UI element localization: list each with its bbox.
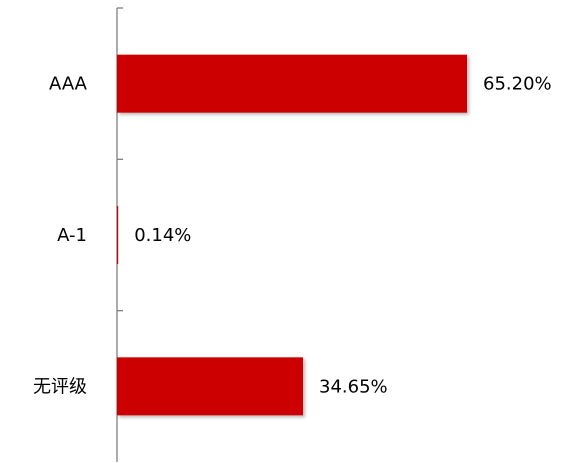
bar-2 [117, 357, 304, 416]
bars [117, 54, 467, 416]
labels: AAA 65.20% A-1 0.14% 无评级 34.65% [33, 74, 552, 398]
bar-1 [117, 206, 119, 264]
data-label: 65.20% [483, 74, 552, 95]
data-label: 34.65% [319, 376, 388, 397]
category-label: A-1 [57, 225, 87, 246]
data-label: 0.14% [134, 225, 191, 246]
category-label: 无评级 [33, 376, 87, 397]
bar-0 [117, 54, 467, 113]
category-label: AAA [49, 74, 88, 95]
